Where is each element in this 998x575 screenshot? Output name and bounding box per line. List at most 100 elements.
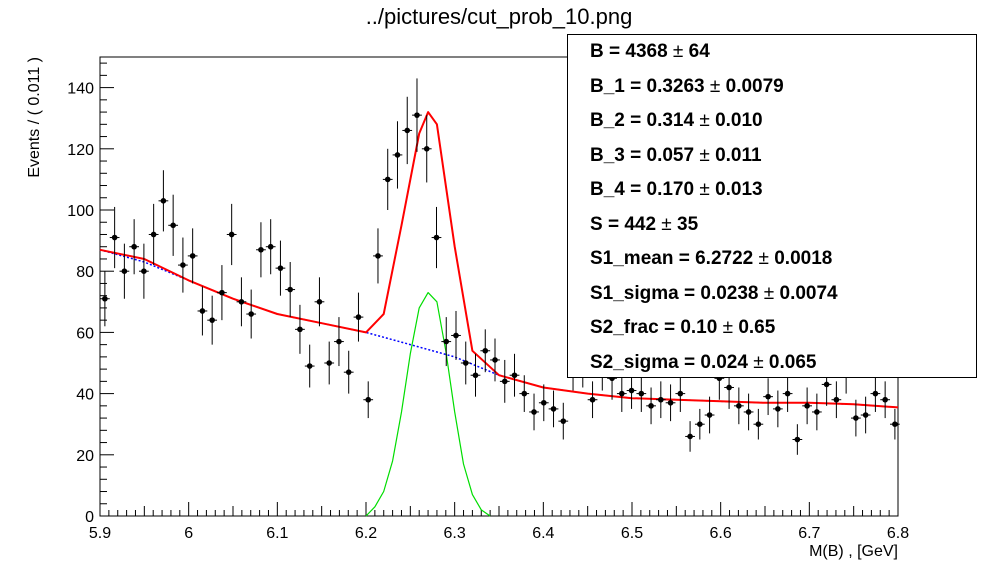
fit-parameter-label: B_4 = [590,179,647,200]
fit-parameter-value: 0.024 [700,351,748,373]
data-point-marker [150,231,157,238]
data-point-marker [462,360,469,366]
data-point [646,387,656,425]
y-tick-label: 80 [76,264,94,281]
fit-parameter-label: S1_sigma = [590,282,701,304]
fit-parameter-label: B = [590,41,626,62]
fit-parameter-value: 0.170 [646,179,695,200]
data-point [197,286,208,336]
data-point [100,271,110,327]
data-point-marker [209,317,215,323]
data-point-marker [238,299,245,305]
data-point-marker [394,152,401,158]
data-point-marker [638,390,645,397]
data-point-marker [628,387,635,394]
fit-parameter-row: S = 442 ± 35 [590,214,698,236]
data-point-marker [550,406,557,412]
data-point-marker [755,421,762,428]
data-point-marker [658,396,664,403]
data-point [421,115,432,183]
x-tick-label: 6.7 [798,525,820,542]
fit-parameter-error: 0.65 [738,317,776,338]
data-point [782,375,793,412]
fit-parameter-row: B = 4368 ± 64 [590,41,710,63]
data-point-marker [492,357,498,363]
data-point [412,78,422,152]
data-point-marker [345,369,352,375]
data-point [304,344,315,388]
data-point [168,194,179,256]
data-point [490,338,500,382]
data-point [217,265,227,321]
fit-parameter-row: S2_sigma = 0.024 ± 0.065 [590,352,816,374]
data-point [314,277,325,327]
data-point [519,375,530,412]
data-point-marker [102,295,108,302]
fit-parameter-row: B_1 = 0.3263 ± 0.0079 [590,76,784,98]
y-tick-label: 0 [85,509,94,526]
fit-parameter-row: S1_sigma = 0.0238 ± 0.0074 [590,283,838,305]
data-point [119,243,130,299]
data-point [256,222,266,278]
data-point [226,203,237,266]
data-point [431,206,442,269]
data-point-marker [414,112,420,118]
data-point-marker [784,390,791,397]
fit-parameter-error: 0.011 [715,144,762,166]
data-point-marker [804,403,810,409]
fit-parameter-error: 0.0074 [779,282,838,304]
data-point [139,243,149,299]
data-point-marker [365,396,372,403]
fit-parameter-value: 0.3263 [646,75,705,97]
data-point [236,277,247,327]
fit-parameter-label: B_3 = [590,144,647,166]
data-point [587,381,598,419]
data-point-marker [180,262,186,268]
data-point-marker [306,363,313,369]
data-point [129,219,140,275]
data-point [694,408,705,440]
fit-parameter-value: 6.2722 [695,248,754,269]
data-point-marker [482,347,489,354]
data-point [158,170,169,232]
data-point-marker [833,396,840,403]
fit-parameter-value: 0.0238 [700,282,759,304]
fit-parameter-label: S1_mean = [590,248,696,269]
fit-parameter-label: B_1 = [590,75,647,97]
data-point-marker [375,253,381,259]
data-point-marker [736,403,742,409]
data-point-marker [384,176,391,183]
data-point-marker [511,372,518,379]
x-tick-label: 6.6 [710,525,732,542]
data-point [880,381,891,419]
data-point [109,206,120,269]
y-tick-label: 40 [76,387,94,404]
fit-parameter-label: S2_frac = [590,317,681,338]
fit-parameter-error: 0.065 [768,351,817,373]
data-point [295,304,305,354]
fit-parameter-error: 64 [688,41,710,62]
data-point-marker [706,412,713,418]
y-tick-label: 20 [76,448,94,465]
data-point [451,310,461,360]
data-point-marker [862,412,869,418]
data-point-marker [287,286,293,293]
y-tick-label: 120 [67,142,94,159]
x-tick-label: 6.5 [621,525,643,542]
data-point-marker [823,381,830,388]
data-point [363,381,374,419]
data-point [753,408,764,440]
data-point-marker [892,421,898,428]
data-point [324,341,335,385]
fit-parameters-box: B = 4368 ± 64 B_1 = 0.3263 ± 0.0079 B_2 = … [567,34,977,378]
x-axis-label: M(B) , [GeV] [809,543,898,560]
data-point-marker [433,234,440,241]
data-point-marker [765,393,771,400]
data-point-marker [521,390,528,397]
data-point-marker [228,231,235,238]
fit-parameter-plusminus: ± [656,213,678,235]
data-point [334,317,344,367]
data-point [792,424,803,455]
data-point [665,384,676,422]
fit-parameter-plusminus: ± [694,144,716,166]
